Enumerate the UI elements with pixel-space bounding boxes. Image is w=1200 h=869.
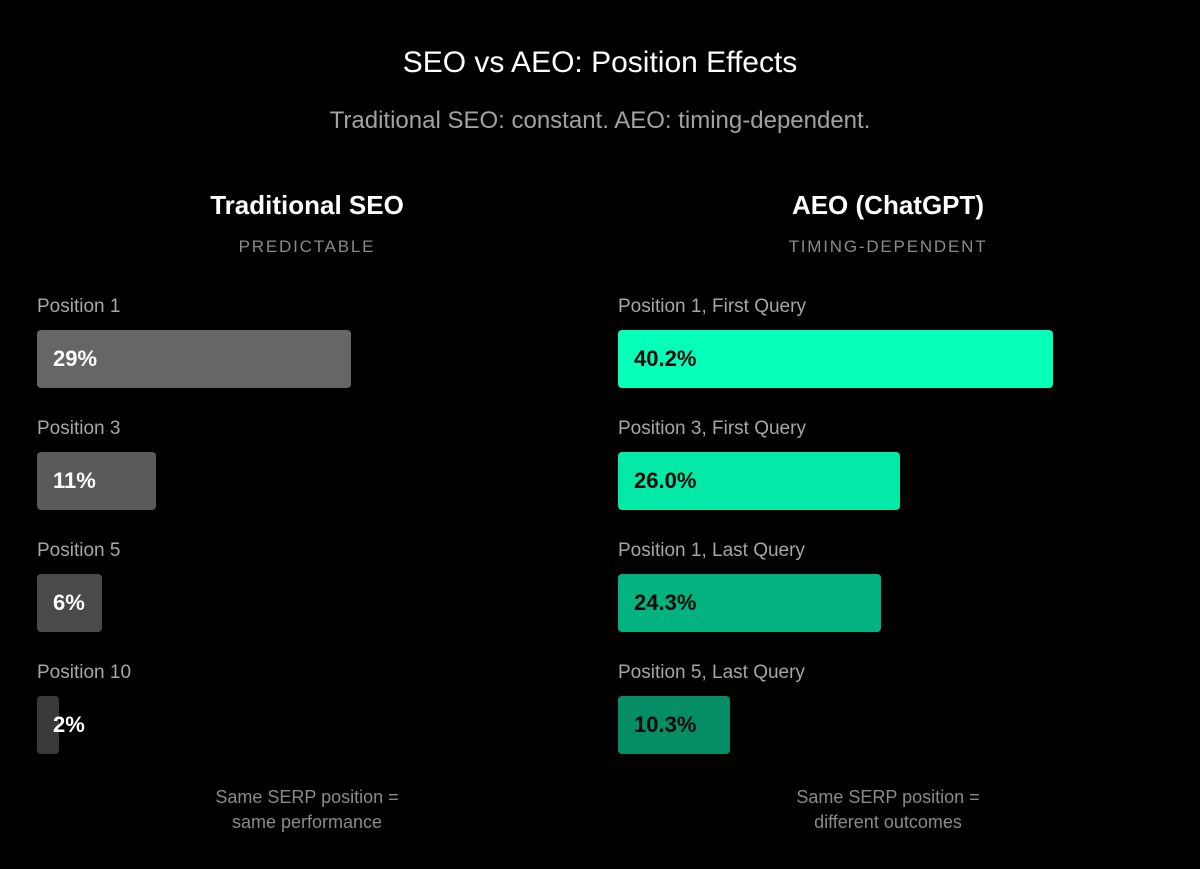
seo-footnote-line-1: Same SERP position = bbox=[215, 787, 399, 807]
aeo-bar-value-label: 40.2% bbox=[634, 346, 697, 371]
seo-bar-value-label: 2% bbox=[53, 712, 85, 737]
aeo-footnote-line-2: different outcomes bbox=[814, 812, 962, 832]
chart-title: SEO vs AEO: Position Effects bbox=[402, 46, 798, 79]
seo-footnote-line-2: same performance bbox=[231, 812, 383, 832]
seo-bar: 6% bbox=[37, 574, 102, 632]
seo-bar-category-label: Position 3 bbox=[37, 418, 121, 439]
chart-subtitle: Traditional SEO: constant. AEO: timing-d… bbox=[329, 107, 871, 134]
seo-bar-value-label: 11% bbox=[53, 468, 96, 493]
aeo-bar-category-label: Position 1, First Query bbox=[618, 296, 806, 317]
seo-bar-category-label: Position 10 bbox=[37, 662, 132, 683]
aeo-bar-category-label: Position 5, Last Query bbox=[618, 662, 805, 683]
aeo-bar-value-label: 24.3% bbox=[634, 590, 697, 615]
aeo-panel-title: AEO (ChatGPT) bbox=[791, 190, 985, 220]
seo-bar: 11% bbox=[37, 452, 156, 510]
seo-bar-category-label: Position 5 bbox=[37, 540, 121, 561]
aeo-bar: 10.3% bbox=[618, 696, 730, 754]
aeo-bar-category-label: Position 3, First Query bbox=[618, 418, 806, 439]
seo-panel-title: Traditional SEO bbox=[210, 190, 404, 220]
aeo-bar-value-label: 10.3% bbox=[634, 712, 697, 737]
seo-panel-tag: PREDICTABLE bbox=[238, 237, 376, 256]
seo-bar-value-label: 6% bbox=[53, 590, 85, 615]
aeo-panel-tag: TIMING-DEPENDENT bbox=[788, 237, 988, 256]
aeo-bar: 40.2% bbox=[618, 330, 1053, 388]
seo-bar: 29% bbox=[37, 330, 351, 388]
seo-panel: Traditional SEO PREDICTABLE Position 1 29… bbox=[37, 0, 577, 869]
aeo-bar: 26.0% bbox=[618, 452, 900, 510]
seo-footnote: Same SERP position = same performance bbox=[107, 785, 507, 835]
aeo-bar-value-label: 26.0% bbox=[634, 468, 697, 493]
aeo-footnote: Same SERP position = different outcomes bbox=[688, 785, 1088, 835]
aeo-bar-category-label: Position 1, Last Query bbox=[618, 540, 805, 561]
seo-bar: 2% bbox=[37, 696, 85, 754]
seo-bar-value-label: 29% bbox=[53, 346, 98, 371]
aeo-bar: 24.3% bbox=[618, 574, 881, 632]
seo-bar-category-label: Position 1 bbox=[37, 296, 121, 317]
aeo-panel: AEO (ChatGPT) TIMING-DEPENDENT Position … bbox=[618, 0, 1178, 869]
aeo-footnote-line-1: Same SERP position = bbox=[796, 787, 980, 807]
